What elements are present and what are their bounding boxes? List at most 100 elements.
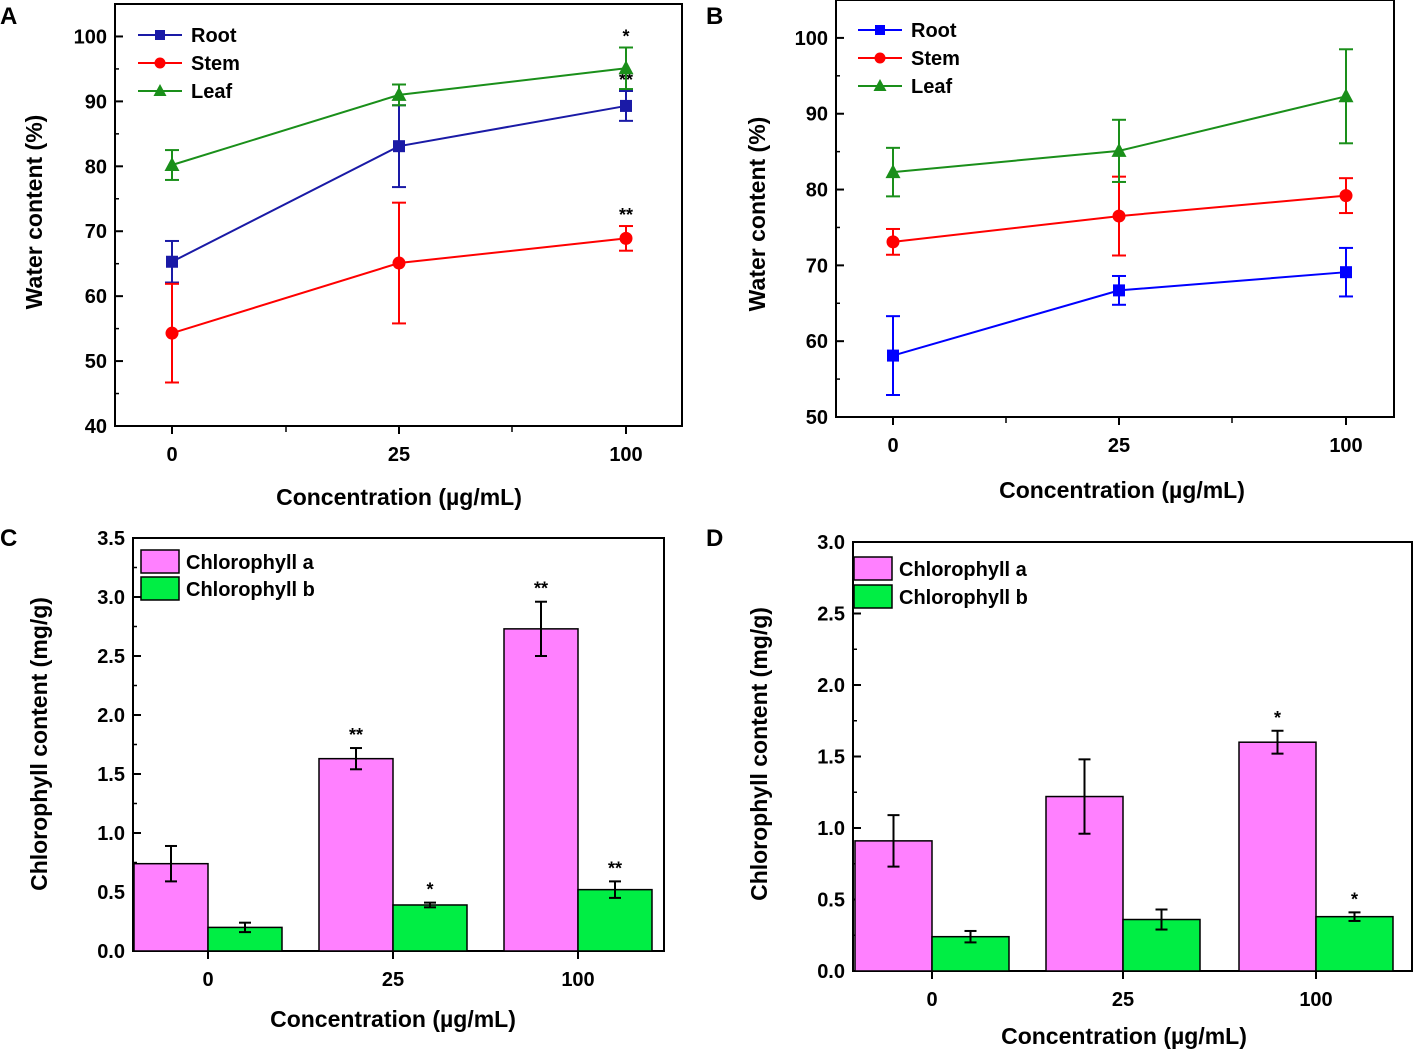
panel-a-root-point	[166, 255, 178, 268]
panel-b-ytick-label: 50	[806, 407, 828, 429]
panel-a-xlabel: Concentration (µg/mL)	[276, 484, 522, 510]
panel-b-plot-frame	[835, 0, 1395, 418]
panel-c-chlorophyll-b-legend-label: Chlorophyll b	[186, 579, 315, 601]
panel-letter-b: B	[706, 3, 723, 30]
panel-a-leaf-point	[164, 157, 180, 172]
panel-d-xlabel: Concentration (µg/mL)	[1001, 1023, 1247, 1049]
panel-d-chlorophyll-a-legend-label: Chlorophyll a	[899, 559, 1028, 581]
panel-b-root-point	[1113, 284, 1125, 297]
panel-d-xtick-label: 0	[926, 989, 937, 1011]
panel-c-chlorophyll-b-sig-label: *	[426, 880, 433, 900]
panel-c-marks: 0.0 0.5 1.0 1.5 2.0 2.5 3.0 3.5 0 25 100 ** ** Chloro…	[97, 528, 665, 991]
panel-a-stem-legend-label: Stem	[191, 53, 240, 75]
panel-a-root-legend-marker	[155, 30, 165, 40]
panel-d-marks: 0.0 0.5 1.0 1.5 2.0 2.5 3.0 0 25 100 * Chlorophyll …	[817, 532, 1413, 1011]
panel-a-ytick-label: 50	[85, 351, 107, 373]
panel-b-root-legend-marker	[875, 25, 885, 35]
panel-b-stem-point	[886, 235, 900, 249]
panel-a-stem-sig-label: **	[619, 205, 633, 225]
panel-c-chlorophyll-b-bar	[392, 904, 468, 952]
panel-letter-d: D	[706, 525, 723, 552]
panel-c-ytick-label: 2.0	[97, 705, 125, 727]
panel-c-ytick-label: 1.0	[97, 823, 125, 845]
panel-b-stem-point	[1112, 209, 1126, 223]
panel-c-ytick-label: 3.5	[97, 528, 125, 550]
panel-a-ytick-label: 100	[74, 26, 107, 48]
panel-c-ytick-label: 0.0	[97, 941, 125, 963]
panel-c-chlorophyll-b-legend-swatch	[140, 576, 180, 601]
panel-letter-a: A	[0, 3, 17, 30]
panel-a-leaf-legend-label: Leaf	[191, 81, 232, 103]
panel-b-ytick-label: 70	[806, 255, 828, 277]
panel-a-leaf-sig-label: *	[622, 26, 629, 46]
panel-a-root-point	[620, 99, 632, 112]
panel-b-xtick-label: 0	[887, 435, 898, 457]
panel-b-root-point	[1340, 266, 1352, 279]
panel-d-ytick-label: 0.5	[817, 890, 845, 912]
panel-d-chlorophyll-a-bar	[1238, 741, 1317, 972]
panel-b: B 50 60 70 80 90 100 0 25 100 Root Stem Leaf Concen…	[706, 0, 1395, 503]
panel-a-stem-point	[165, 326, 179, 340]
panel-b-stem-legend-marker	[874, 52, 886, 64]
panel-a-root-point	[393, 140, 405, 153]
panel-d: D 0.0 0.5 1.0 1.5 2.0 2.5 3.0 0 25 100 * Chlorophyl…	[706, 525, 1413, 1049]
panel-a-root-legend-label: Root	[191, 25, 237, 47]
panel-d-chlorophyll-b-legend-label: Chlorophyll b	[899, 587, 1028, 609]
panel-b-ytick-label: 80	[806, 180, 828, 202]
panel-a-stem-point	[619, 231, 633, 245]
panel-a-leaf-point	[618, 60, 634, 75]
panel-c-chlorophyll-a-legend-swatch	[140, 549, 180, 574]
panel-b-root-point	[887, 349, 899, 362]
panel-a-xtick-label: 0	[166, 444, 177, 466]
panel-d-ytick-label: 2.5	[817, 604, 845, 626]
panel-letter-c: C	[0, 525, 17, 552]
panel-d-chlorophyll-b-sig-label: *	[1351, 889, 1358, 909]
panel-a-ylabel: Water content (%)	[21, 115, 47, 310]
panel-c-xlabel: Concentration (µg/mL)	[270, 1006, 516, 1032]
panel-c-chlorophyll-b-bar	[577, 888, 653, 952]
panel-b-xlabel: Concentration (µg/mL)	[999, 477, 1245, 503]
panel-c-ytick-label: 2.5	[97, 646, 125, 668]
panel-d-ytick-label: 1.5	[817, 747, 845, 769]
panel-c-chlorophyll-a-bar	[503, 628, 579, 952]
panel-d-chlorophyll-a-sig-label: *	[1274, 708, 1281, 728]
panel-d-ytick-label: 0.0	[817, 961, 845, 983]
panel-a-stem-point	[392, 256, 406, 270]
panel-c-ytick-label: 0.5	[97, 882, 125, 904]
panel-a-leaf-point	[391, 86, 407, 101]
panel-b-leaf-point	[1111, 142, 1127, 157]
panel-d-xtick-label: 25	[1112, 989, 1134, 1011]
panel-a-leaf-legend-marker	[153, 84, 167, 96]
panel-c-chlorophyll-a-legend-label: Chlorophyll a	[186, 552, 315, 574]
panel-b-ytick-label: 60	[806, 331, 828, 353]
panel-b-ylabel: Water content (%)	[744, 117, 770, 312]
panel-d-ytick-label: 1.0	[817, 818, 845, 840]
panel-b-stem-point	[1339, 189, 1353, 203]
panel-b-leaf-legend-marker	[873, 79, 887, 91]
panel-a-ytick-label: 90	[85, 91, 107, 113]
panel-a-ytick-label: 80	[85, 156, 107, 178]
panel-b-stem-legend-label: Stem	[911, 48, 960, 70]
panel-c-xtick-label: 0	[202, 969, 213, 991]
panel-c-xtick-label: 100	[561, 969, 594, 991]
panel-c-chlorophyll-b-sig-label: **	[608, 858, 622, 878]
panel-d-chlorophyll-a-legend-swatch	[853, 556, 893, 581]
panel-c-chlorophyll-a-sig-label: **	[534, 579, 548, 599]
panel-b-ytick-label: 100	[795, 28, 828, 50]
panel-c: C 0.0 0.5 1.0 1.5 2.0 2.5 3.0 3.5 0 25 100 ** ** Chlo…	[0, 525, 665, 1032]
panel-b-xtick-label: 25	[1108, 435, 1130, 457]
panel-a-xtick-label: 100	[609, 444, 642, 466]
panel-c-chlorophyll-a-sig-label: **	[349, 725, 363, 745]
panel-c-ytick-label: 3.0	[97, 587, 125, 609]
panel-b-leaf-point	[885, 164, 901, 179]
panel-b-xtick-label: 100	[1329, 435, 1362, 457]
panel-a: A 405060708090100025100**Root**Stem*Leaf…	[0, 3, 683, 510]
panel-a-ytick-label: 70	[85, 221, 107, 243]
panel-b-leaf-legend-label: Leaf	[911, 76, 952, 98]
panel-c-xtick-label: 25	[382, 969, 404, 991]
panel-c-ytick-label: 1.5	[97, 764, 125, 786]
panel-d-ytick-label: 2.0	[817, 675, 845, 697]
panel-b-ytick-label: 90	[806, 104, 828, 126]
